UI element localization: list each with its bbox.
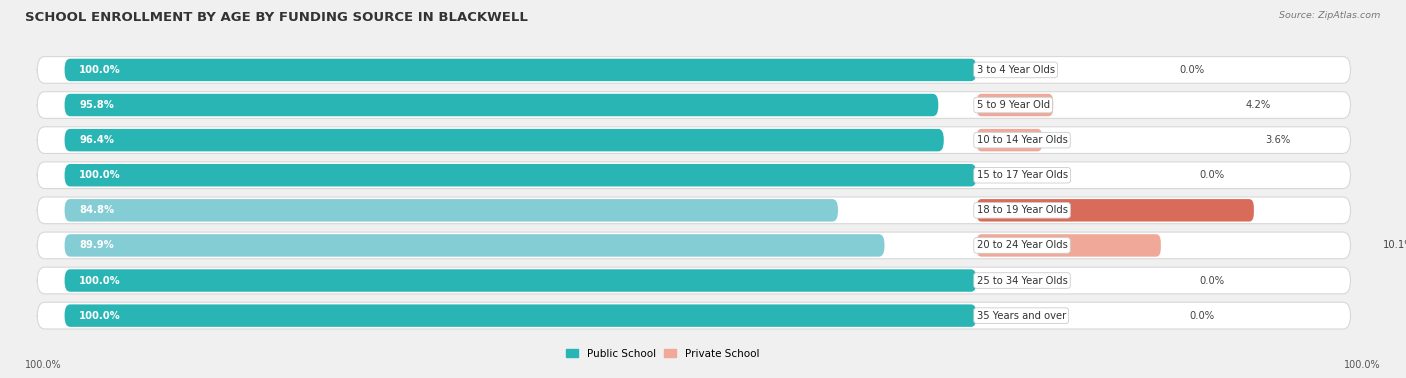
FancyBboxPatch shape [977,129,1042,151]
FancyBboxPatch shape [65,164,977,186]
FancyBboxPatch shape [65,304,977,327]
Text: 100.0%: 100.0% [1344,361,1381,370]
Text: 35 Years and over: 35 Years and over [977,311,1066,321]
Text: 25 to 34 Year Olds: 25 to 34 Year Olds [977,276,1067,285]
FancyBboxPatch shape [65,269,977,292]
Text: 10.1%: 10.1% [1384,240,1406,251]
Text: 3.6%: 3.6% [1265,135,1291,145]
FancyBboxPatch shape [65,129,943,151]
FancyBboxPatch shape [977,234,1161,257]
Text: 100.0%: 100.0% [25,361,62,370]
Text: 20 to 24 Year Olds: 20 to 24 Year Olds [977,240,1067,251]
Text: 0.0%: 0.0% [1189,311,1215,321]
Text: SCHOOL ENROLLMENT BY AGE BY FUNDING SOURCE IN BLACKWELL: SCHOOL ENROLLMENT BY AGE BY FUNDING SOUR… [25,11,529,24]
Text: 10 to 14 Year Olds: 10 to 14 Year Olds [977,135,1067,145]
FancyBboxPatch shape [65,199,838,222]
Text: 95.8%: 95.8% [79,100,114,110]
FancyBboxPatch shape [37,267,1351,294]
Text: 5 to 9 Year Old: 5 to 9 Year Old [977,100,1050,110]
FancyBboxPatch shape [37,92,1351,118]
Text: 84.8%: 84.8% [79,205,114,215]
FancyBboxPatch shape [37,302,1351,329]
Text: 0.0%: 0.0% [1199,170,1225,180]
Text: 96.4%: 96.4% [79,135,114,145]
FancyBboxPatch shape [37,57,1351,83]
Text: Source: ZipAtlas.com: Source: ZipAtlas.com [1279,11,1381,20]
Text: 0.0%: 0.0% [1180,65,1204,75]
FancyBboxPatch shape [37,162,1351,189]
FancyBboxPatch shape [977,199,1254,222]
Text: 18 to 19 Year Olds: 18 to 19 Year Olds [977,205,1067,215]
FancyBboxPatch shape [65,234,884,257]
FancyBboxPatch shape [37,232,1351,259]
FancyBboxPatch shape [65,59,977,81]
FancyBboxPatch shape [37,197,1351,224]
Text: 100.0%: 100.0% [79,311,121,321]
Text: 15 to 17 Year Olds: 15 to 17 Year Olds [977,170,1067,180]
Text: 100.0%: 100.0% [79,65,121,75]
Legend: Public School, Private School: Public School, Private School [565,349,759,359]
Text: 100.0%: 100.0% [79,170,121,180]
FancyBboxPatch shape [37,127,1351,153]
Text: 0.0%: 0.0% [1199,276,1225,285]
FancyBboxPatch shape [65,94,938,116]
Text: 3 to 4 Year Olds: 3 to 4 Year Olds [977,65,1054,75]
FancyBboxPatch shape [977,94,1053,116]
Text: 100.0%: 100.0% [79,276,121,285]
Text: 4.2%: 4.2% [1246,100,1271,110]
Text: 89.9%: 89.9% [79,240,114,251]
